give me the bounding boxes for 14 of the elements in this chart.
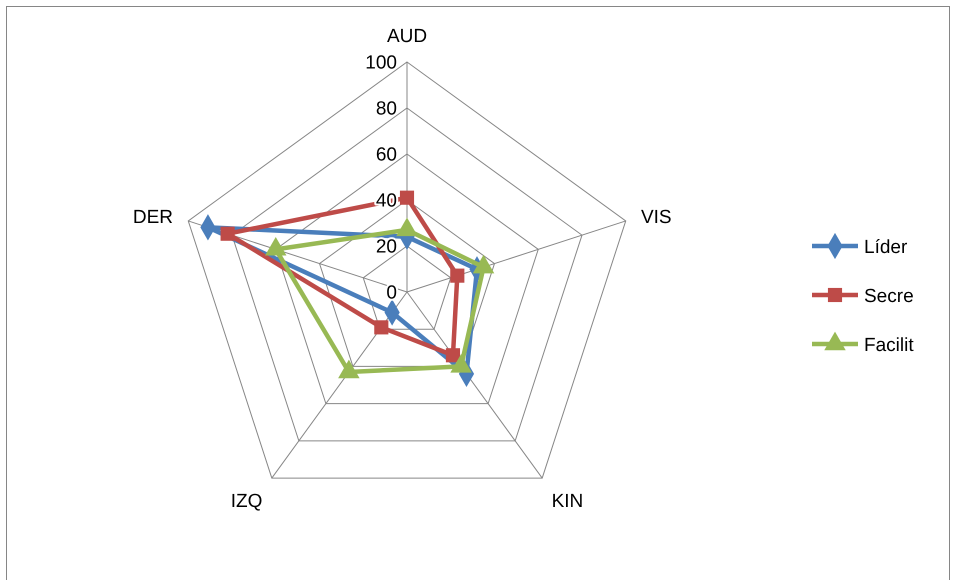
y-tick-label: 100 (365, 52, 397, 74)
spoke-label: IZQ (230, 491, 262, 512)
y-tick-label: 60 (376, 144, 397, 166)
spoke-label: VIS (640, 206, 672, 228)
y-tick-label: 40 (376, 190, 397, 212)
spoke-label: KIN (552, 491, 584, 512)
legend-label: Líder (864, 237, 908, 258)
y-tick-label: 0 (386, 282, 397, 304)
y-tick-label: 80 (376, 98, 397, 120)
spoke-label: DER (132, 206, 174, 228)
legend-label: Facilit (864, 335, 914, 356)
legend-label: Secre (864, 286, 914, 307)
spoke-label: AUD (386, 26, 428, 47)
y-tick-label: 20 (376, 236, 397, 258)
